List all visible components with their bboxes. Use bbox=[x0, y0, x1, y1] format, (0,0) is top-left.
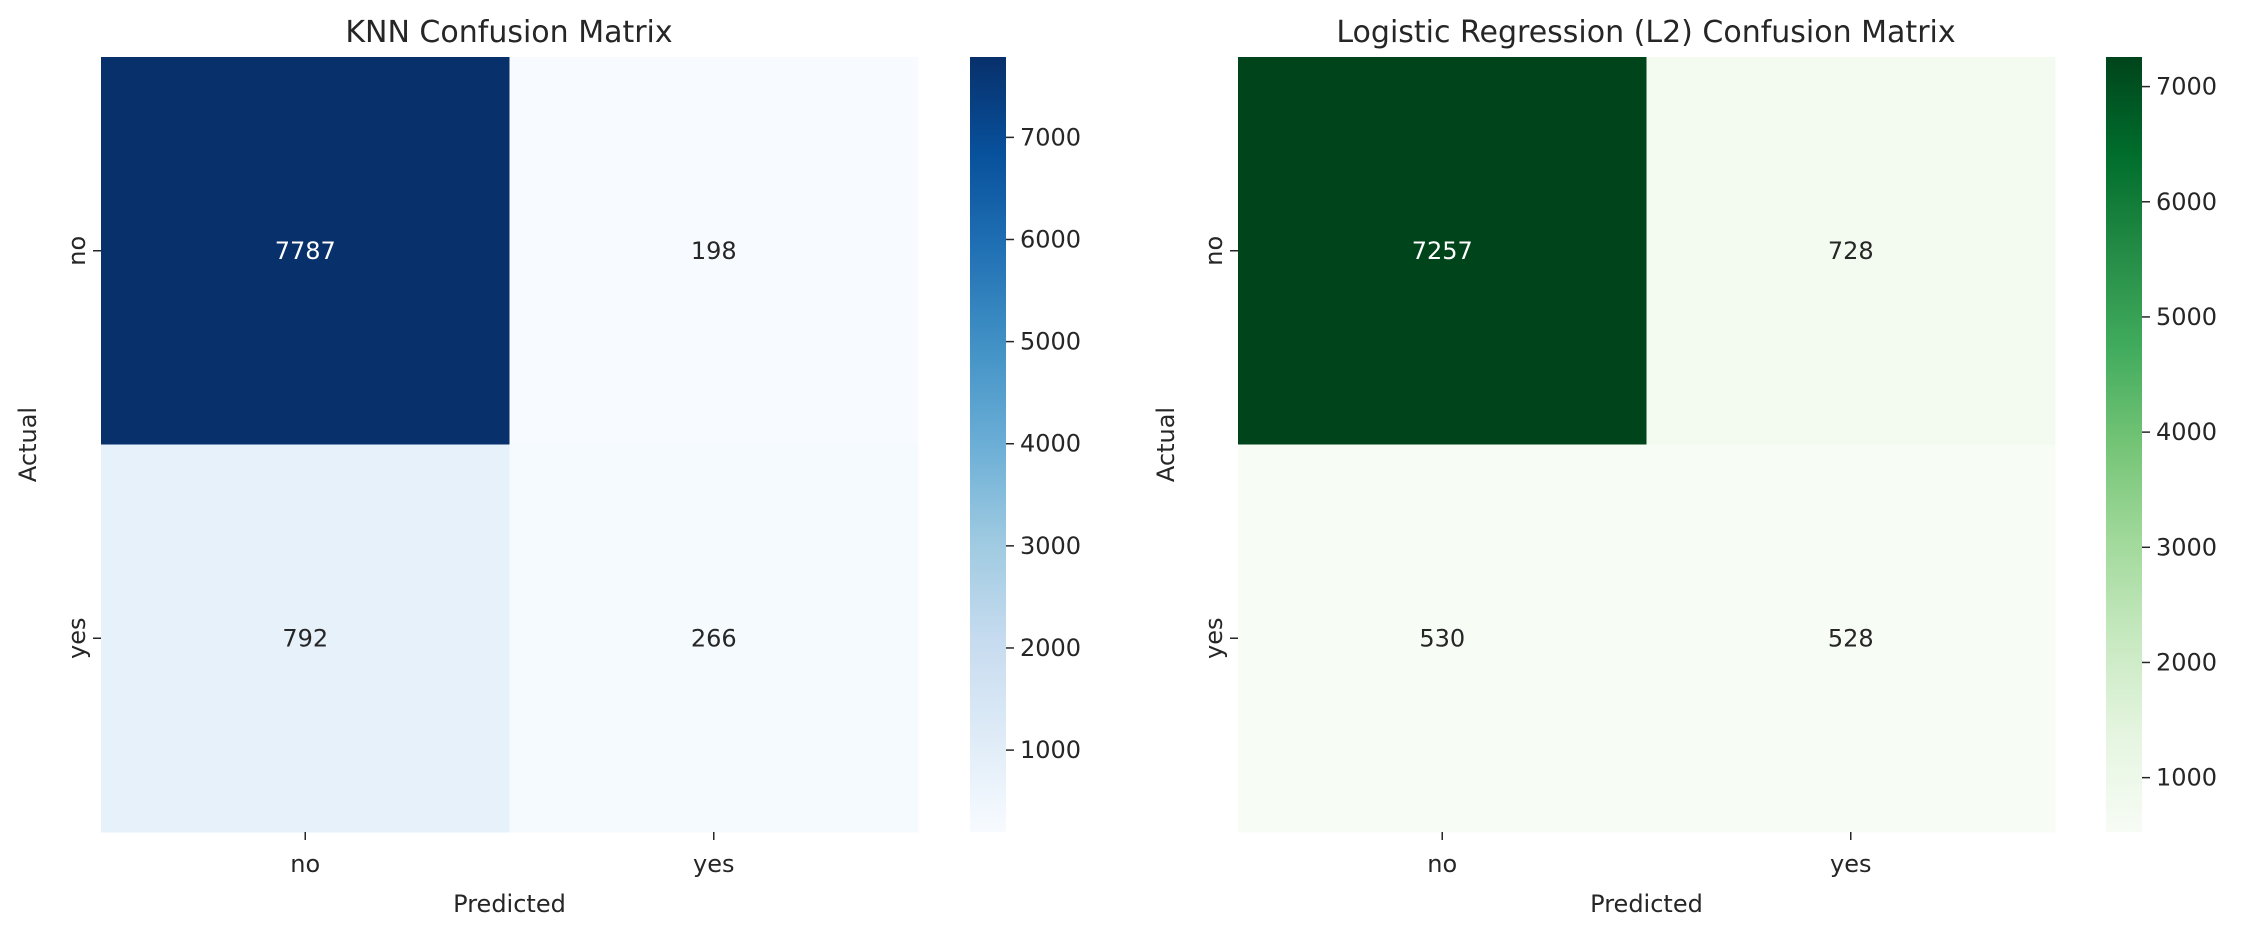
lr-colorbar-tick-label: 2000 bbox=[2156, 648, 2217, 676]
knn-cell-value-label: 198 bbox=[691, 237, 737, 265]
lr-colorbar-tick-label: 1000 bbox=[2156, 764, 2217, 792]
knn-colorbar-tick-label: 3000 bbox=[1020, 532, 1081, 560]
lr-colorbar-tick-label: 4000 bbox=[2156, 418, 2217, 446]
knn-chart-title: KNN Confusion Matrix bbox=[345, 15, 672, 50]
lr-colorbar bbox=[2106, 57, 2142, 832]
lr-y-tick-label: yes bbox=[1200, 618, 1228, 659]
knn-cell-value-label: 266 bbox=[691, 624, 737, 652]
lr-colorbar-tick-label: 5000 bbox=[2156, 303, 2217, 331]
lr-colorbar-tick-label: 7000 bbox=[2156, 73, 2217, 101]
lr-cell-value-label: 530 bbox=[1419, 624, 1465, 652]
knn-colorbar-tick-label: 7000 bbox=[1020, 123, 1081, 151]
knn-colorbar bbox=[970, 57, 1006, 832]
lr-x-tick-label: yes bbox=[1830, 850, 1871, 878]
knn-y-tick-label: no bbox=[63, 236, 91, 266]
knn-cell-no-no bbox=[101, 57, 510, 445]
lr-y-tick-label: no bbox=[1200, 236, 1228, 266]
knn-cell-no-yes bbox=[509, 57, 919, 445]
lr-heatmap-panel: Logistic Regression (L2) Confusion Matri… bbox=[1152, 15, 2217, 918]
knn-colorbar-tick-label: 2000 bbox=[1020, 634, 1081, 662]
knn-colorbar-tick-label: 5000 bbox=[1020, 328, 1081, 356]
knn-cell-yes-no bbox=[101, 444, 510, 833]
knn-colorbar-tick-label: 6000 bbox=[1020, 225, 1081, 253]
knn-cell-value-label: 792 bbox=[282, 624, 328, 652]
lr-cell-value-label: 728 bbox=[1828, 237, 1874, 265]
knn-cell-yes-yes bbox=[509, 444, 919, 833]
knn-heatmap-panel: KNN Confusion Matrix 7787 198 792 266 no yes no… bbox=[14, 15, 1081, 918]
lr-cell-value-label: 7257 bbox=[1412, 237, 1473, 265]
lr-cell-yes-yes bbox=[1646, 444, 2056, 833]
knn-y-tick-label: yes bbox=[63, 618, 91, 659]
lr-x-axis-label: Predicted bbox=[1590, 890, 1703, 918]
knn-x-axis-label: Predicted bbox=[453, 890, 566, 918]
lr-cell-no-yes bbox=[1646, 57, 2056, 445]
lr-chart-title: Logistic Regression (L2) Confusion Matri… bbox=[1336, 15, 1955, 50]
lr-cell-value-label: 528 bbox=[1828, 624, 1874, 652]
lr-colorbar-tick-label: 3000 bbox=[2156, 533, 2217, 561]
knn-y-axis-label: Actual bbox=[14, 407, 42, 482]
lr-y-axis-label: Actual bbox=[1152, 407, 1180, 482]
knn-x-tick-label: no bbox=[290, 850, 320, 878]
lr-cell-no-no bbox=[1238, 57, 1647, 445]
knn-x-tick-label: yes bbox=[693, 850, 734, 878]
knn-cell-value-label: 7787 bbox=[275, 237, 336, 265]
knn-colorbar-tick-label: 4000 bbox=[1020, 430, 1081, 458]
lr-x-tick-label: no bbox=[1427, 850, 1457, 878]
knn-colorbar-tick-label: 1000 bbox=[1020, 736, 1081, 764]
lr-colorbar-tick-label: 6000 bbox=[2156, 188, 2217, 216]
lr-cell-yes-no bbox=[1238, 444, 1647, 833]
